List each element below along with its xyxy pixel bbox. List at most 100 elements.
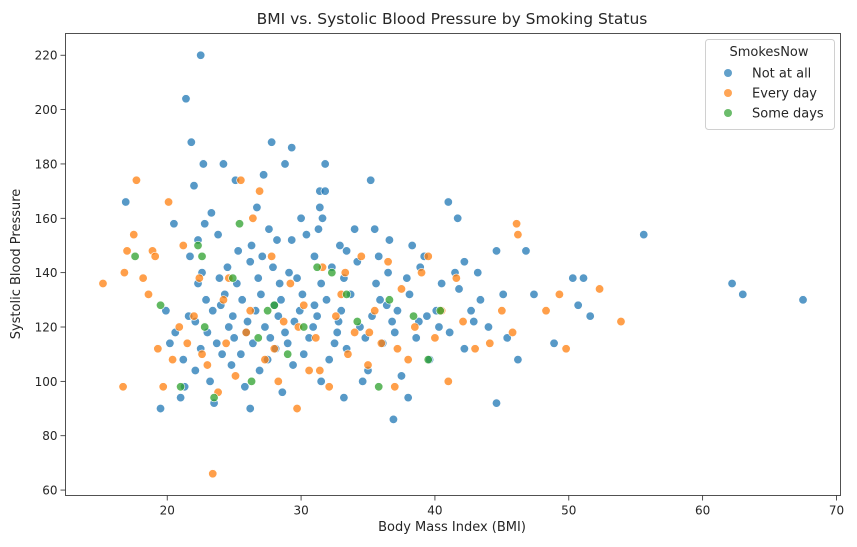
- point-not-at-all: [287, 235, 297, 245]
- point-not-at-all: [339, 393, 349, 403]
- point-not-at-all: [466, 306, 476, 316]
- point-every-day: [279, 317, 289, 327]
- point-every-day: [340, 268, 350, 278]
- point-every-day: [236, 175, 246, 185]
- point-every-day: [595, 284, 605, 294]
- point-not-at-all: [366, 175, 376, 185]
- point-not-at-all: [236, 349, 246, 359]
- point-every-day: [363, 360, 373, 370]
- point-some-days: [247, 376, 257, 386]
- point-not-at-all: [727, 279, 737, 289]
- point-not-at-all: [205, 376, 215, 386]
- point-not-at-all: [454, 284, 464, 294]
- point-not-at-all: [185, 251, 195, 261]
- point-some-days: [342, 289, 352, 299]
- point-not-at-all: [257, 251, 267, 261]
- point-not-at-all: [287, 143, 297, 153]
- point-not-at-all: [260, 322, 270, 332]
- point-not-at-all: [181, 94, 191, 104]
- point-not-at-all: [358, 376, 368, 386]
- x-tick-label: 70: [829, 504, 844, 518]
- point-not-at-all: [459, 344, 469, 354]
- point-every-day: [554, 289, 564, 299]
- point-every-day: [443, 376, 453, 386]
- point-not-at-all: [371, 279, 381, 289]
- point-every-day: [370, 306, 380, 316]
- point-not-at-all: [275, 279, 285, 289]
- x-axis-ticks: 20 30 40 50 60 70: [160, 495, 844, 518]
- point-every-day: [202, 360, 212, 370]
- point-not-at-all: [214, 273, 224, 283]
- point-every-day: [304, 365, 314, 375]
- y-tick-label: 60: [42, 484, 57, 498]
- point-not-at-all: [237, 295, 247, 305]
- point-not-at-all: [217, 349, 227, 359]
- point-not-at-all: [309, 251, 319, 261]
- point-every-day: [138, 273, 148, 283]
- y-tick-label: 220: [35, 49, 58, 63]
- point-every-day: [451, 273, 461, 283]
- point-not-at-all: [161, 306, 171, 316]
- point-some-days: [193, 240, 203, 250]
- point-not-at-all: [245, 404, 255, 414]
- point-some-days: [197, 251, 207, 261]
- point-not-at-all: [218, 159, 228, 169]
- point-every-day: [376, 338, 386, 348]
- point-not-at-all: [411, 333, 421, 343]
- point-not-at-all: [443, 197, 453, 207]
- point-not-at-all: [392, 306, 402, 316]
- point-every-day: [150, 251, 160, 261]
- point-some-days: [200, 322, 210, 332]
- point-not-at-all: [264, 224, 274, 234]
- point-not-at-all: [222, 262, 232, 272]
- point-not-at-all: [272, 235, 282, 245]
- point-every-day: [131, 175, 141, 185]
- y-tick-label: 120: [35, 321, 58, 335]
- point-every-day: [143, 289, 153, 299]
- point-not-at-all: [259, 170, 269, 180]
- point-not-at-all: [200, 219, 210, 229]
- legend-marker-some-days: [724, 109, 732, 117]
- point-not-at-all: [176, 393, 186, 403]
- point-not-at-all: [277, 387, 287, 397]
- point-not-at-all: [320, 159, 330, 169]
- point-not-at-all: [639, 230, 649, 240]
- point-every-day: [267, 251, 277, 261]
- point-some-days: [235, 219, 245, 229]
- point-not-at-all: [375, 295, 385, 305]
- point-every-day: [260, 355, 270, 365]
- point-not-at-all: [322, 295, 332, 305]
- point-every-day: [98, 279, 108, 289]
- point-every-day: [119, 268, 129, 278]
- point-every-day: [194, 273, 204, 283]
- point-not-at-all: [301, 230, 311, 240]
- point-not-at-all: [156, 404, 166, 414]
- point-not-at-all: [342, 246, 352, 256]
- y-axis-label: Systolic Blood Pressure: [9, 189, 24, 340]
- point-not-at-all: [248, 338, 258, 348]
- point-not-at-all: [549, 338, 559, 348]
- point-every-day: [311, 333, 321, 343]
- point-every-day: [383, 257, 393, 267]
- point-every-day: [245, 306, 255, 316]
- point-not-at-all: [284, 268, 294, 278]
- legend-title: SmokesNow: [729, 45, 808, 60]
- point-some-days: [352, 317, 362, 327]
- point-not-at-all: [224, 322, 234, 332]
- legend-label-some-days: Some days: [752, 107, 824, 122]
- point-not-at-all: [252, 202, 262, 212]
- point-every-day: [129, 230, 139, 240]
- point-not-at-all: [273, 311, 283, 321]
- point-every-day: [315, 365, 325, 375]
- points-layer: [98, 50, 808, 479]
- point-not-at-all: [330, 338, 340, 348]
- point-not-at-all: [299, 349, 309, 359]
- point-not-at-all: [404, 289, 414, 299]
- point-every-day: [485, 338, 495, 348]
- point-not-at-all: [312, 311, 322, 321]
- point-not-at-all: [228, 311, 238, 321]
- y-tick-label: 200: [35, 103, 58, 117]
- point-not-at-all: [384, 235, 394, 245]
- point-every-day: [208, 469, 218, 479]
